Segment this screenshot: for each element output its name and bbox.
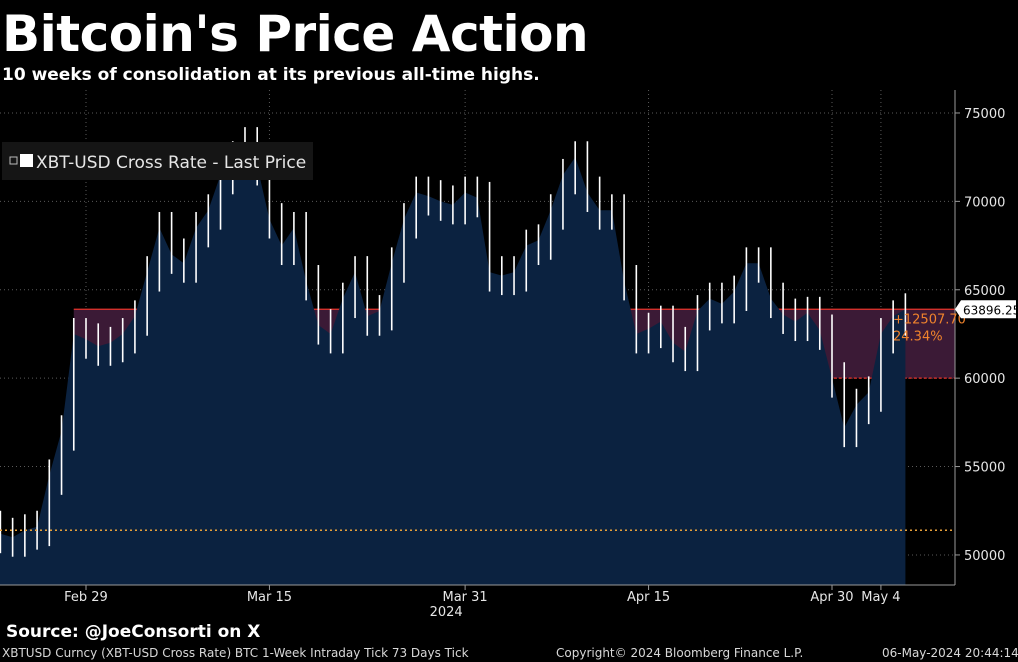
x-tick-label: Apr 15 <box>627 590 670 605</box>
y-tick-label: 70000 <box>964 195 1005 210</box>
page-title: Bitcoin's Price Action <box>2 5 589 63</box>
legend-swatch <box>20 154 33 167</box>
x-axis: Feb 29 Mar 15 Mar 31 Apr 15 Apr 30 May 4 2024 <box>0 584 955 620</box>
x-tick-label: May 4 <box>861 590 900 605</box>
price-bars <box>0 127 907 557</box>
legend: XBT-USD Cross Rate - Last Price <box>2 142 313 180</box>
footer-left: XBTUSD Curncy (XBT-USD Cross Rate) BTC 1… <box>2 646 469 660</box>
price-area <box>0 143 906 585</box>
y-tick-label: 65000 <box>964 284 1005 299</box>
y-axis: 50000 55000 60000 65000 70000 75000 <box>954 90 1005 585</box>
x-tick-label: Mar 31 <box>443 590 488 605</box>
footer-timestamp: 06-May-2024 20:44:14 <box>882 646 1018 660</box>
x-tick-label: Feb 29 <box>64 590 108 605</box>
last-price-tag <box>955 300 1016 319</box>
x-year-label: 2024 <box>430 605 463 620</box>
footer-copyright: Copyright© 2024 Bloomberg Finance L.P. <box>556 646 804 660</box>
legend-box <box>2 142 313 180</box>
source-note: Source: @JoeConsorti on X <box>6 622 261 642</box>
x-tick-label: Apr 30 <box>810 590 853 605</box>
last-price-label: 63896.25 <box>963 303 1018 317</box>
y-tick-label: 60000 <box>964 372 1005 387</box>
y-tick-label: 75000 <box>964 107 1005 122</box>
y-tick-label: 50000 <box>964 549 1005 564</box>
change-annotation: +12507.70 24.34% 63896.25 <box>893 300 1018 344</box>
legend-collapse-icon[interactable] <box>9 156 18 165</box>
page-subtitle: 10 weeks of consolidation at its previou… <box>2 65 540 85</box>
y-tick-label: 55000 <box>964 461 1005 476</box>
x-tick-label: Mar 15 <box>247 590 292 605</box>
change-pct: 24.34% <box>893 329 943 344</box>
price-chart: 50000 55000 60000 65000 70000 75000 Feb 29 Mar… <box>0 90 1018 620</box>
legend-label: XBT-USD Cross Rate - Last Price <box>36 153 306 173</box>
change-value: +12507.70 <box>893 312 966 327</box>
price-area-fill <box>0 143 906 585</box>
